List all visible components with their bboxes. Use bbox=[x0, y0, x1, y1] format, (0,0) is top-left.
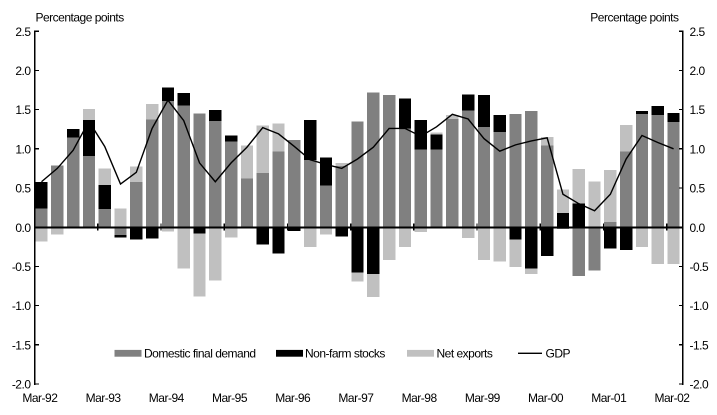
svg-text:1.0: 1.0 bbox=[690, 142, 706, 156]
svg-text:Percentage points: Percentage points bbox=[36, 11, 125, 25]
svg-text:0.0: 0.0 bbox=[15, 221, 31, 235]
svg-text:Mar-00: Mar-00 bbox=[528, 391, 564, 405]
svg-text:Mar-92: Mar-92 bbox=[22, 391, 58, 405]
svg-text:Mar-96: Mar-96 bbox=[275, 391, 311, 405]
svg-text:0.5: 0.5 bbox=[690, 182, 706, 196]
svg-text:0.5: 0.5 bbox=[15, 182, 31, 196]
svg-text:Mar-98: Mar-98 bbox=[402, 391, 438, 405]
svg-text:1.0: 1.0 bbox=[15, 142, 31, 156]
svg-text:Mar-01: Mar-01 bbox=[591, 391, 627, 405]
svg-text:1.5: 1.5 bbox=[15, 103, 31, 117]
svg-text:-0.5: -0.5 bbox=[12, 260, 32, 274]
svg-text:Mar-97: Mar-97 bbox=[338, 391, 374, 405]
svg-text:0.0: 0.0 bbox=[690, 221, 706, 235]
svg-text:Mar-99: Mar-99 bbox=[465, 391, 501, 405]
svg-text:-1.5: -1.5 bbox=[690, 338, 710, 352]
svg-text:-0.5: -0.5 bbox=[690, 260, 710, 274]
svg-text:Mar-93: Mar-93 bbox=[86, 391, 122, 405]
svg-text:Net exports: Net exports bbox=[437, 347, 493, 361]
svg-text:-1.0: -1.0 bbox=[690, 299, 710, 313]
svg-text:2.0: 2.0 bbox=[690, 64, 706, 78]
svg-text:Mar-02: Mar-02 bbox=[654, 391, 690, 405]
svg-text:-2.0: -2.0 bbox=[12, 378, 32, 392]
svg-text:Mar-95: Mar-95 bbox=[212, 391, 248, 405]
svg-text:GDP: GDP bbox=[546, 347, 571, 361]
svg-text:Domestic final demand: Domestic final demand bbox=[144, 347, 256, 361]
svg-text:Non-farm stocks: Non-farm stocks bbox=[305, 347, 385, 361]
svg-text:-1.0: -1.0 bbox=[12, 299, 32, 313]
svg-text:-2.0: -2.0 bbox=[690, 378, 710, 392]
svg-text:-1.5: -1.5 bbox=[12, 338, 32, 352]
svg-text:1.5: 1.5 bbox=[690, 103, 706, 117]
svg-text:2.0: 2.0 bbox=[15, 64, 31, 78]
svg-text:2.5: 2.5 bbox=[690, 25, 706, 39]
svg-text:Percentage points: Percentage points bbox=[590, 11, 679, 25]
svg-text:2.5: 2.5 bbox=[15, 25, 31, 39]
svg-text:Mar-94: Mar-94 bbox=[149, 391, 185, 405]
